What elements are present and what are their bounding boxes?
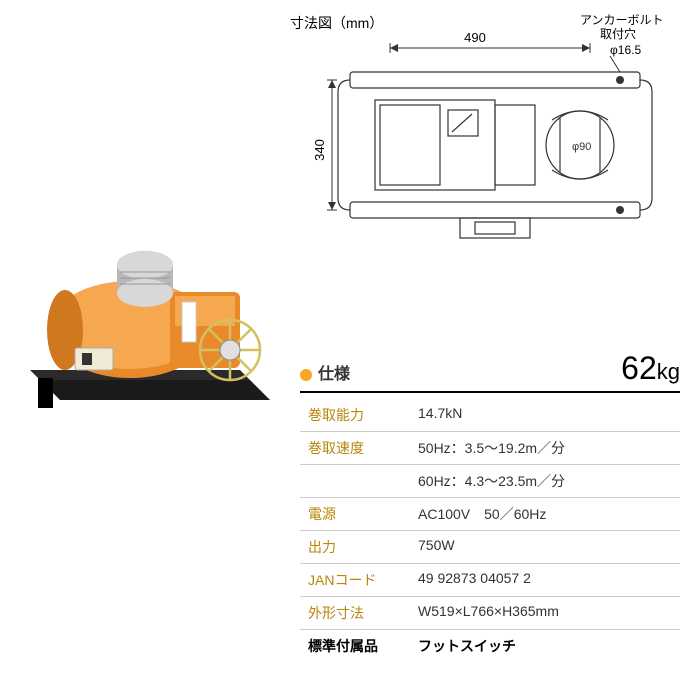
spec-value: AC100V 50／60Hz: [410, 498, 680, 531]
width-dim: 490: [464, 30, 486, 45]
spec-accessory-row: 標準付属品フットスイッチ: [300, 630, 680, 663]
spec-section: 仕様 62kg 巻取能力14.7kN巻取速度50Hz：3.5～19.2m／分60…: [300, 350, 680, 662]
spec-row: 出力750W: [300, 531, 680, 564]
spec-label: 巻取速度: [300, 432, 410, 465]
spec-label: 巻取能力: [300, 399, 410, 432]
spec-row: 巻取速度50Hz：3.5～19.2m／分: [300, 432, 680, 465]
spec-value: 50Hz：3.5～19.2m／分: [410, 432, 680, 465]
spec-row: 巻取能力14.7kN: [300, 399, 680, 432]
spec-row: JANコード49 92873 04057 2: [300, 564, 680, 597]
diagram-title-text: 寸法図（mm）: [290, 15, 383, 31]
spec-label: 外形寸法: [300, 597, 410, 630]
spec-label: 出力: [300, 531, 410, 564]
anchor-label-1: アンカーボルト: [580, 13, 664, 27]
accessory-label: 標準付属品: [300, 630, 410, 663]
spec-value: 14.7kN: [410, 399, 680, 432]
weight-value: 62kg: [621, 350, 680, 387]
switch-box: [75, 348, 113, 370]
spec-value: W519×L766×H365mm: [410, 597, 680, 630]
spec-table: 巻取能力14.7kN巻取速度50Hz：3.5～19.2m／分60Hz：4.3～2…: [300, 399, 680, 662]
phi-label: φ16.5: [610, 43, 641, 57]
spec-heading: 仕様 62kg: [300, 350, 680, 393]
spec-row: 電源AC100V 50／60Hz: [300, 498, 680, 531]
phi90: φ90: [572, 141, 591, 153]
spec-label: [300, 465, 410, 498]
dimension-diagram: 寸法図（mm） アンカーボルト 取付穴 φ16.5 490 340: [280, 10, 680, 250]
spec-value: 49 92873 04057 2: [410, 564, 680, 597]
label-sticker: [182, 302, 196, 342]
spec-value: 60Hz：4.3～23.5m／分: [410, 465, 680, 498]
capstan-drum: [117, 251, 173, 307]
spec-row: 外形寸法W519×L766×H365mm: [300, 597, 680, 630]
height-dim: 340: [312, 139, 327, 161]
spec-row: 60Hz：4.3～23.5m／分: [300, 465, 680, 498]
bullet-icon: [300, 369, 312, 381]
accessory-value: フットスイッチ: [410, 630, 680, 663]
spec-label: JANコード: [300, 564, 410, 597]
spec-title: 仕様: [300, 360, 350, 384]
spec-value: 750W: [410, 531, 680, 564]
anchor-label-2: 取付穴: [600, 26, 636, 41]
product-photo: [20, 220, 300, 420]
spec-label: 電源: [300, 498, 410, 531]
